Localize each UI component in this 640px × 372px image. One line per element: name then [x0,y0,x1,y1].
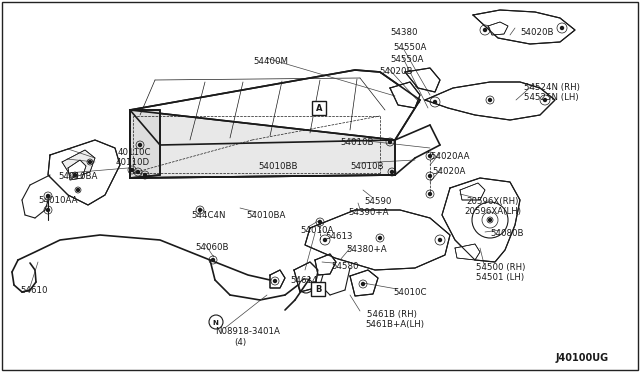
Text: 5461B+A(LH): 5461B+A(LH) [365,320,424,329]
Text: 54080B: 54080B [490,229,524,238]
Text: 54550A: 54550A [393,43,426,52]
Circle shape [319,221,321,224]
Circle shape [488,99,492,102]
Text: 54020AA: 54020AA [430,152,470,161]
Text: 54390+A: 54390+A [348,208,388,217]
Circle shape [433,100,436,103]
Polygon shape [305,210,450,270]
Polygon shape [62,150,95,178]
Polygon shape [460,183,485,200]
Text: 544C4N: 544C4N [191,211,225,220]
Polygon shape [455,244,480,260]
Text: 54010B: 54010B [350,162,383,171]
Circle shape [143,173,147,176]
Circle shape [561,26,563,29]
Circle shape [429,174,431,177]
Polygon shape [130,110,395,178]
Text: 54380+A: 54380+A [346,245,387,254]
Polygon shape [390,82,420,108]
Text: 54501 (LH): 54501 (LH) [476,273,524,282]
Polygon shape [350,270,378,296]
Polygon shape [488,22,508,35]
Circle shape [429,154,431,157]
Text: 54613: 54613 [325,232,353,241]
Text: 54020B: 54020B [379,67,413,76]
Text: 54010BA: 54010BA [246,211,285,220]
Circle shape [47,208,49,212]
Text: 54010AA: 54010AA [38,196,77,205]
Text: (4): (4) [234,338,246,347]
Circle shape [138,144,141,147]
Text: 54010BA: 54010BA [58,172,97,181]
Text: 20596X(RH): 20596X(RH) [466,197,518,206]
Text: N: N [212,320,218,326]
Text: 54010A: 54010A [300,226,333,235]
Circle shape [131,169,134,171]
Text: 54010C: 54010C [393,288,426,297]
FancyBboxPatch shape [311,282,325,296]
Text: 5461B (RH): 5461B (RH) [367,310,417,319]
Circle shape [438,238,442,241]
Circle shape [273,279,276,282]
Text: 40110C: 40110C [118,148,152,157]
Circle shape [198,208,202,212]
Text: J40100UG: J40100UG [556,353,609,363]
Polygon shape [405,68,440,92]
Text: 54525N (LH): 54525N (LH) [524,93,579,102]
Text: 54010B: 54010B [340,138,374,147]
Polygon shape [425,82,555,120]
Circle shape [429,192,431,196]
Text: B: B [315,285,321,294]
Polygon shape [48,140,120,205]
Text: 54020B: 54020B [520,28,554,37]
Text: N08918-3401A: N08918-3401A [215,327,280,336]
Polygon shape [473,10,575,44]
Circle shape [323,238,326,241]
Text: 54060B: 54060B [195,243,228,252]
Circle shape [488,218,492,221]
Text: 40110D: 40110D [116,158,150,167]
Circle shape [136,170,140,173]
Circle shape [543,99,547,102]
Polygon shape [315,254,336,275]
Circle shape [47,195,49,198]
Polygon shape [130,70,420,145]
Circle shape [88,160,92,164]
Text: 54500 (RH): 54500 (RH) [476,263,525,272]
Circle shape [77,189,79,192]
Text: 54020A: 54020A [432,167,465,176]
Circle shape [74,173,77,176]
Circle shape [390,170,394,173]
Text: 54580: 54580 [331,262,358,271]
Polygon shape [442,178,520,262]
Circle shape [483,29,486,32]
Text: 54380: 54380 [390,28,417,37]
Text: 54524N (RH): 54524N (RH) [524,83,580,92]
Polygon shape [294,262,318,292]
Circle shape [211,259,214,262]
Text: 54610: 54610 [20,286,47,295]
Text: 20596XA(LH): 20596XA(LH) [464,207,521,216]
Text: 54614: 54614 [290,276,317,285]
Circle shape [378,237,381,240]
Circle shape [388,141,392,144]
Polygon shape [130,110,160,178]
Circle shape [362,282,365,285]
Text: 54400M: 54400M [253,57,288,66]
Polygon shape [68,160,86,180]
Text: 54550A: 54550A [390,55,424,64]
Text: A: A [316,103,323,112]
Polygon shape [270,270,285,288]
Text: 54010BB: 54010BB [258,162,298,171]
Text: 54590: 54590 [364,197,392,206]
FancyBboxPatch shape [312,101,326,115]
